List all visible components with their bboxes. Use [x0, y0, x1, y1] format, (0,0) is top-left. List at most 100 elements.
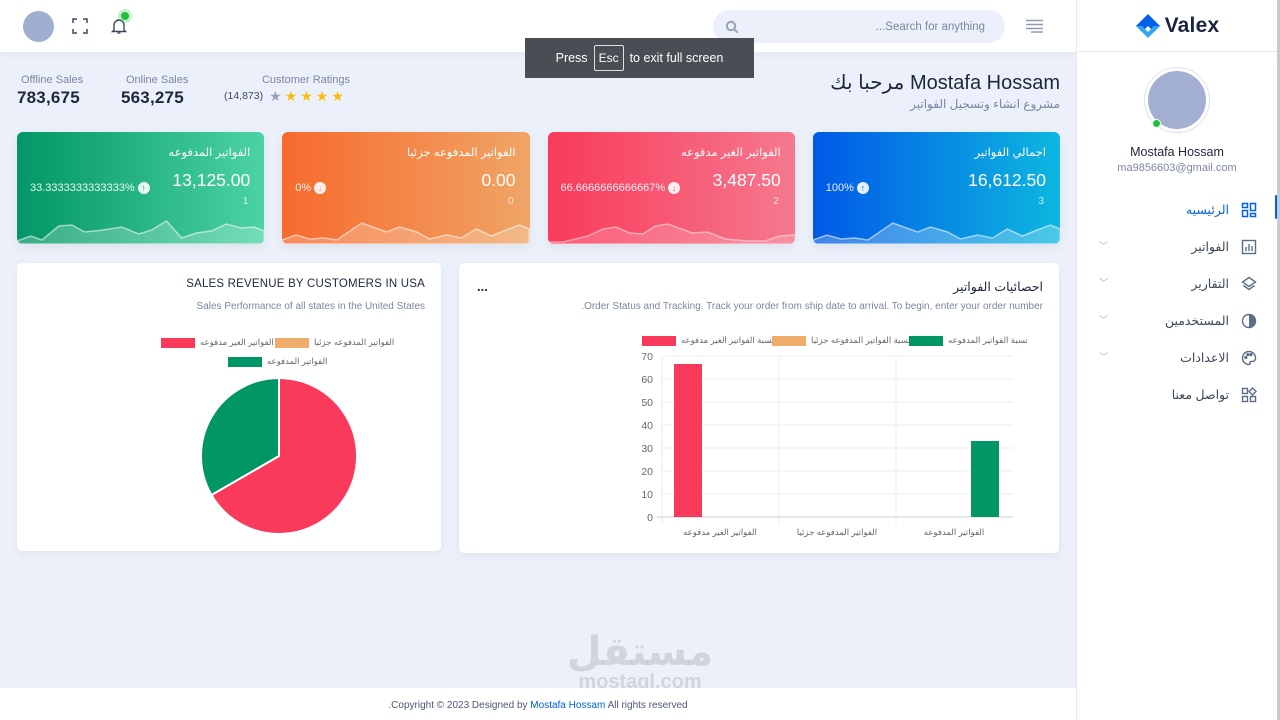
- star-filled-icon: ★: [300, 88, 313, 104]
- legend-swatch: [909, 335, 943, 346]
- sidebar-item-reports[interactable]: ﹀ التقارير: [1077, 265, 1277, 302]
- sidebar-item-label: التقارير: [1191, 277, 1229, 291]
- sidebar-item-home[interactable]: الرئيسيه: [1077, 191, 1278, 228]
- footer-rights: All rights reserved: [607, 700, 688, 711]
- sidebar-item-label: الاعدادات: [1180, 351, 1229, 365]
- menu-toggle-icon[interactable]: [1025, 19, 1044, 33]
- star-empty-icon: ★: [269, 88, 282, 104]
- kpi-card-unpaid[interactable]: الفواتير الغير مدفوعه 3,487.50 2 66.6666…: [547, 132, 795, 244]
- bar-paid[interactable]: [971, 441, 999, 517]
- more-options-button[interactable]: ...: [477, 279, 488, 294]
- fullscreen-icon[interactable]: [72, 18, 88, 34]
- arrow-down-circle-icon: ↓: [668, 182, 681, 194]
- chevron-down-icon: ﹀: [1099, 241, 1109, 251]
- bar-unpaid[interactable]: [674, 364, 702, 517]
- notification-bell-icon[interactable]: [110, 17, 128, 35]
- legend-label: نسبة الفواتير الغير مدفوعه: [681, 335, 775, 345]
- dashboard-grid-icon: [1241, 202, 1257, 217]
- kpi-percent: 0% ↓: [295, 182, 327, 194]
- kpi-title: اجمالي الفواتير: [974, 147, 1046, 159]
- ratings-count: (14,873): [224, 90, 264, 102]
- kpi-percent-value: 100%: [825, 182, 854, 194]
- sidebar-item-invoices[interactable]: ﹀ الفواتير: [1077, 228, 1277, 265]
- sparkline: [17, 220, 265, 244]
- palette-icon: [1241, 350, 1257, 365]
- svg-text:الفواتير الغير مدفوعه: الفواتير الغير مدفوعه: [683, 527, 757, 538]
- bar-chart: 70 60 50 40 30 20 10 0 الفواتير الغير مد…: [641, 351, 1013, 538]
- card-subtitle: Sales Performance of all states in the U…: [196, 301, 425, 312]
- kpi-percent: 66.6666666666667% ↓: [561, 182, 681, 194]
- offline-sales-stat: Offline Sales 783,675: [17, 74, 83, 108]
- welcome-block: مرحبا بك Mostafa Hossam مشروع انشاء وتسج…: [830, 70, 1060, 111]
- kpi-count: 1: [242, 196, 249, 207]
- svg-text:70: 70: [641, 351, 653, 363]
- kpi-card-paid[interactable]: الفواتير المدفوعه 13,125.00 1 33.3333333…: [17, 132, 265, 244]
- pie-slice-unpaid[interactable]: [210, 376, 358, 535]
- notification-indicator: [121, 12, 129, 20]
- toast-prefix: Press: [555, 51, 588, 65]
- legend-item[interactable]: نسبة الفواتير المدفوعه جزئيا: [772, 335, 911, 346]
- main-content: Offline Sales 783,675 Online Sales 563,2…: [0, 52, 1076, 688]
- svg-text:الفواتير المدفوعه: الفواتير المدفوعه: [924, 527, 984, 538]
- bar-chart-card: احصائيات الفواتير .Order Status and Trac…: [459, 263, 1059, 553]
- svg-text:30: 30: [641, 443, 653, 455]
- pie-chart-card: SALES REVENUE BY CUSTOMERS IN USA Sales …: [17, 263, 441, 551]
- profile-avatar[interactable]: [1148, 71, 1206, 129]
- sparkline: [282, 222, 530, 244]
- kpi-percent: 100% ↑: [826, 182, 869, 194]
- layers-icon: [1241, 276, 1257, 290]
- kpi-value: 13,125.00: [172, 170, 251, 190]
- kpi-value: 3,487.50: [712, 170, 781, 190]
- kpi-card-partially-paid[interactable]: الفواتير المدفوعه جزئيا 0.00 0 0% ↓: [282, 132, 530, 244]
- chevron-down-icon: ﹀: [1099, 278, 1109, 288]
- kpi-title: الفواتير المدفوعه: [168, 147, 251, 159]
- star-filled-icon: ★: [315, 88, 329, 104]
- sparkline: [547, 223, 795, 244]
- footer: .Copyright © 2023 Designed by Mostafa Ho…: [0, 688, 1076, 720]
- brand[interactable]: Valex: [1077, 0, 1277, 52]
- header-avatar[interactable]: [23, 11, 54, 42]
- kpi-percent: 33.3333333333333% ↑: [30, 182, 150, 194]
- kpi-cards: الفواتير المدفوعه 13,125.00 1 33.3333333…: [17, 132, 1060, 244]
- footer-author-link[interactable]: Mostafa Hossam: [530, 700, 606, 711]
- pie-slice-paid[interactable]: [200, 376, 280, 497]
- online-sales-label: Online Sales: [126, 74, 189, 86]
- page-scrollbar[interactable]: [1277, 0, 1280, 720]
- card-title: SALES REVENUE BY CUSTOMERS IN USA: [186, 278, 425, 290]
- footer-copyright: .Copyright © 2023 Designed by: [388, 700, 528, 711]
- arrow-up-circle-icon: ↑: [137, 182, 150, 194]
- legend-item[interactable]: نسبة الفواتير الغير مدفوعه: [642, 335, 774, 346]
- card-subtitle: .Order Status and Tracking. Track your o…: [581, 301, 1043, 312]
- page-title: مرحبا بك Mostafa Hossam: [830, 72, 1060, 94]
- sidebar-item-users[interactable]: ﹀ المستخدمين: [1077, 302, 1277, 339]
- kpi-count: 2: [773, 196, 779, 207]
- legend-item[interactable]: الفواتير المدفوعه: [228, 356, 327, 367]
- online-sales-value: 563,275: [121, 88, 184, 107]
- brand-name: Valex: [1164, 13, 1220, 37]
- search-input[interactable]: [739, 20, 985, 33]
- kpi-card-total[interactable]: اجمالي الفواتير 16,612.50 3 100% ↑: [812, 132, 1060, 244]
- chevron-down-icon: ﹀: [1099, 315, 1109, 325]
- sidebar-item-label: المستخدمين: [1164, 314, 1229, 328]
- online-status-dot: [1152, 119, 1161, 128]
- sidebar-item-label: تواصل معنا: [1171, 388, 1229, 402]
- toast-suffix: to exit full screen: [629, 51, 724, 65]
- profile-name: Mostafa Hossam: [1130, 145, 1224, 159]
- search-icon[interactable]: [725, 20, 739, 34]
- legend-label: الفواتير المدفوعه جزئيا: [314, 337, 395, 347]
- sidebar-item-settings[interactable]: ﹀ الاعدادات: [1077, 339, 1277, 376]
- bar-chart-icon: [1241, 239, 1257, 254]
- legend-swatch: [275, 337, 309, 348]
- toast-key: Esc: [593, 45, 624, 71]
- legend-swatch: [161, 337, 195, 348]
- kpi-title: الفواتير الغير مدفوعه: [680, 147, 781, 159]
- legend-item[interactable]: الفواتير الغير مدفوعه: [161, 337, 274, 348]
- sidebar-item-contact[interactable]: تواصل معنا: [1077, 376, 1277, 413]
- widgets-icon: [1241, 386, 1257, 402]
- online-sales-stat: Online Sales 563,275: [121, 74, 188, 108]
- page-subtitle: مشروع انشاء وتسجيل الفواتير: [910, 97, 1060, 111]
- sidebar-item-label: الفواتير: [1191, 240, 1229, 254]
- legend-item[interactable]: نسبة الفواتير المدفوعه: [909, 335, 1028, 346]
- legend-item[interactable]: الفواتير المدفوعه جزئيا: [275, 337, 394, 348]
- kpi-value: 0.00: [481, 170, 516, 190]
